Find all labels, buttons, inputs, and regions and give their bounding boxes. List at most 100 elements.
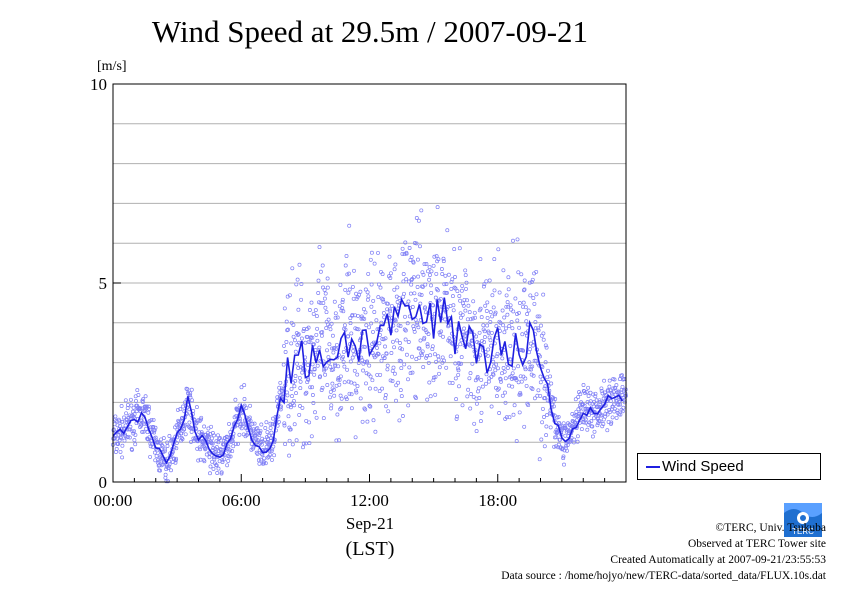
scatter-point <box>462 297 467 302</box>
scatter-point <box>398 324 403 328</box>
scatter-point <box>548 374 553 379</box>
scatter-point <box>490 314 495 319</box>
scatter-point <box>338 282 343 287</box>
scatter-point <box>419 293 424 297</box>
scatter-point <box>522 424 527 429</box>
scatter-point <box>299 297 304 302</box>
scatter-point <box>451 308 456 313</box>
scatter-point <box>393 262 398 267</box>
scatter-point <box>173 460 178 465</box>
scatter-point <box>320 330 325 335</box>
scatter-point <box>431 303 436 308</box>
scatter-point <box>514 378 519 383</box>
scatter-point <box>558 437 562 442</box>
scatter-point <box>553 397 558 401</box>
scatter-point <box>607 378 612 383</box>
scatter-point <box>256 458 261 463</box>
scatter-point <box>570 412 575 416</box>
legend-line-swatch <box>646 466 660 468</box>
scatter-point <box>457 362 462 367</box>
scatter-point <box>152 450 157 455</box>
scatter-point <box>328 327 333 332</box>
scatter-point <box>441 334 445 339</box>
scatter-point <box>452 285 457 290</box>
scatter-point <box>406 340 411 344</box>
scatter-point <box>617 377 622 382</box>
scatter-point <box>508 343 513 348</box>
scatter-point <box>400 246 405 251</box>
scatter-point <box>202 445 207 450</box>
scatter-point <box>576 407 581 412</box>
scatter-point <box>518 374 523 379</box>
scatter-point <box>505 300 510 305</box>
scatter-point <box>114 430 119 435</box>
scatter-point <box>387 307 392 312</box>
scatter-point <box>493 368 498 373</box>
scatter-point <box>242 397 247 401</box>
scatter-point <box>527 350 531 355</box>
scatter-point <box>177 419 181 424</box>
scatter-point <box>297 375 302 380</box>
scatter-point <box>315 363 320 368</box>
scatter-point <box>505 312 510 317</box>
scatter-point <box>313 410 317 415</box>
scatter-point <box>491 359 496 364</box>
scatter-point <box>492 364 496 369</box>
scatter-point <box>329 406 333 411</box>
scatter-point <box>361 307 366 312</box>
scatter-point <box>154 454 159 458</box>
scatter-point <box>552 444 557 449</box>
scatter-point <box>350 355 355 360</box>
scatter-point <box>427 277 432 282</box>
scatter-point <box>225 463 230 468</box>
scatter-point <box>200 442 205 447</box>
scatter-point <box>216 466 221 471</box>
scatter-point <box>355 372 360 377</box>
scatter-point <box>307 441 312 446</box>
scatter-point <box>398 388 403 393</box>
scatter-point <box>295 333 300 337</box>
scatter-point <box>353 388 358 393</box>
scatter-point <box>589 419 594 424</box>
scatter-point <box>427 265 432 270</box>
scatter-point <box>422 337 426 342</box>
scatter-point <box>174 440 179 445</box>
scatter-point <box>290 394 294 399</box>
scatter-point <box>318 374 323 379</box>
scatter-point <box>551 396 556 401</box>
scatter-point <box>306 339 311 344</box>
scatter-point <box>363 310 368 315</box>
scatter-point <box>573 397 578 402</box>
scatter-point <box>310 385 315 390</box>
scatter-point <box>170 460 175 464</box>
scatter-point <box>221 442 226 447</box>
scatter-point <box>174 446 179 451</box>
scatter-point <box>294 391 298 396</box>
scatter-point <box>437 371 441 376</box>
scatter-point <box>341 349 346 354</box>
scatter-point <box>289 341 294 346</box>
scatter-point <box>595 423 600 428</box>
scatter-point <box>287 438 292 443</box>
scatter-point <box>417 292 422 297</box>
scatter-point <box>291 322 296 327</box>
scatter-point <box>612 377 617 382</box>
scatter-point <box>505 366 510 370</box>
scatter-point <box>196 458 201 463</box>
scatter-point <box>321 301 326 305</box>
scatter-point <box>612 402 616 407</box>
scatter-point <box>321 416 326 421</box>
scatter-point <box>417 346 422 351</box>
scatter-point <box>541 292 546 297</box>
scatter-point <box>586 422 591 427</box>
scatter-point <box>307 420 312 425</box>
scatter-point <box>377 341 382 346</box>
scatter-point <box>404 277 409 282</box>
scatter-point <box>465 298 469 303</box>
scatter-point <box>138 409 143 414</box>
scatter-point <box>315 338 320 343</box>
scatter-point <box>433 374 438 379</box>
scatter-point <box>466 303 471 308</box>
scatter-point <box>356 327 361 332</box>
scatter-point <box>445 228 450 233</box>
